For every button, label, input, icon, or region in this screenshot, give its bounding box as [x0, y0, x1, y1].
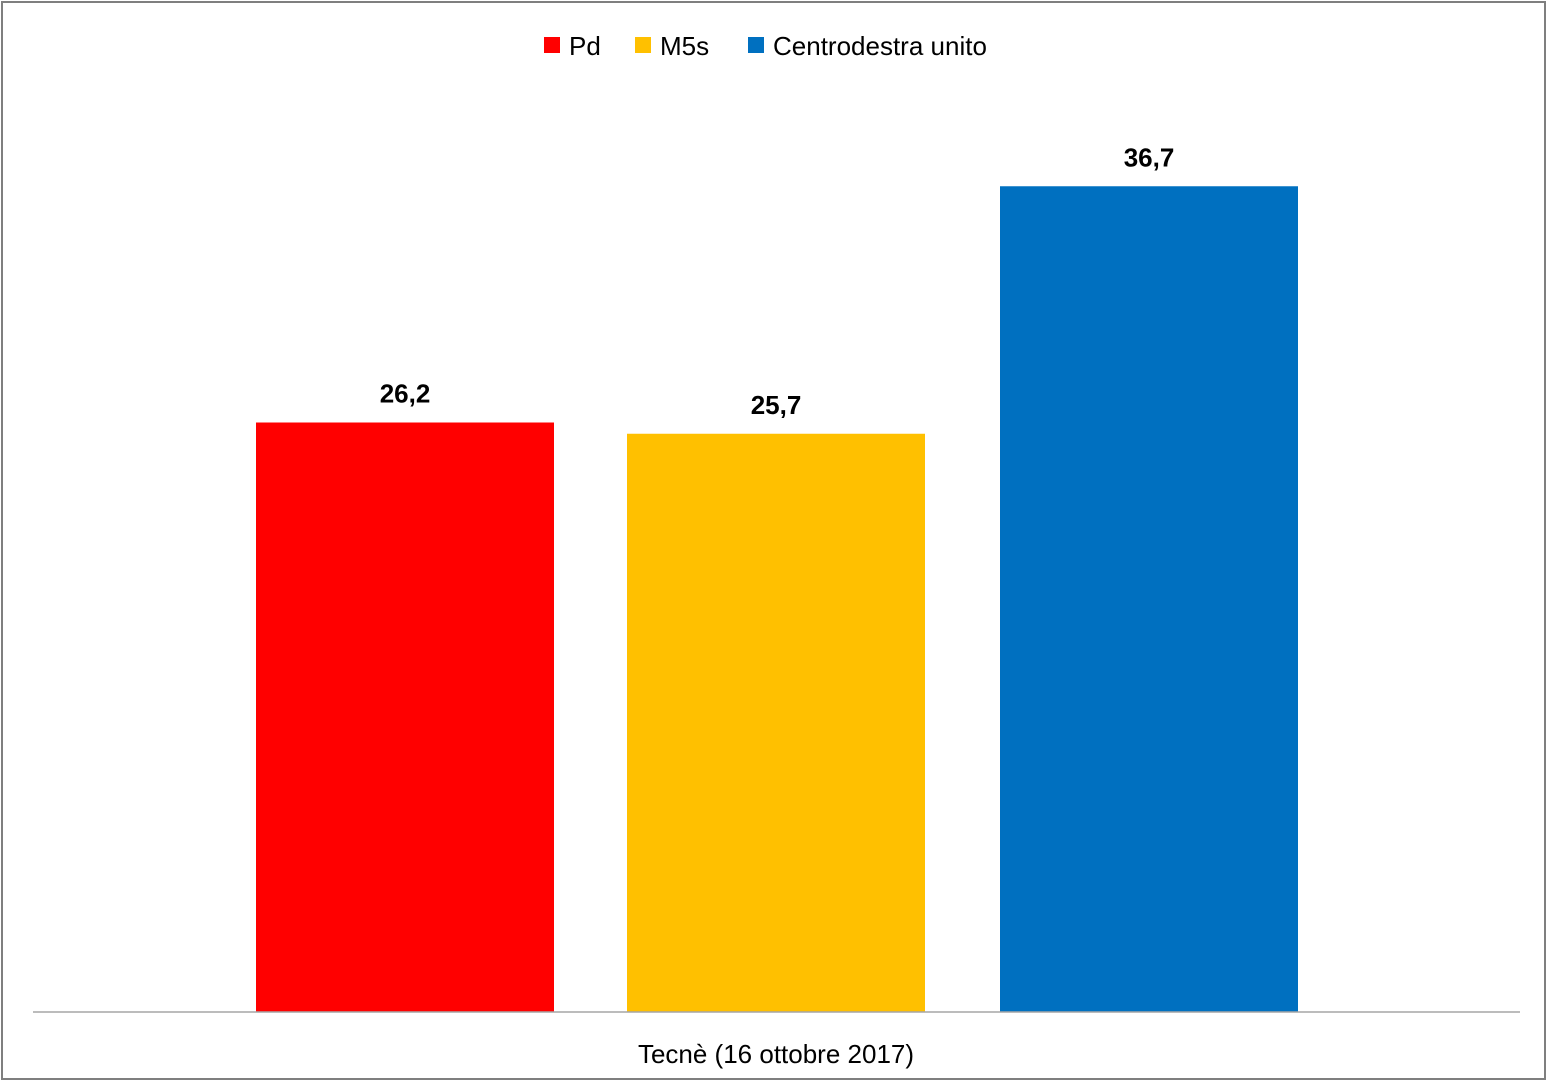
data-labels: 26,2 25,7 36,7 [380, 142, 1175, 420]
legend-label-pd: Pd [569, 31, 601, 61]
legend-swatch-centrodestra-unito [748, 37, 764, 53]
legend-label-centrodestra-unito: Centrodestra unito [773, 31, 987, 61]
data-label-pd: 26,2 [380, 379, 431, 409]
x-tick-label: Tecnè (16 ottobre 2017) [638, 1039, 914, 1069]
bar-centrodestra-unito [1000, 186, 1298, 1012]
bar-m5s [627, 433, 925, 1012]
legend-label-m5s: M5s [660, 31, 709, 61]
bar-pd [256, 422, 554, 1012]
bars [256, 186, 1298, 1012]
legend: Pd M5s Centrodestra unito [544, 31, 987, 61]
legend-swatch-pd [544, 37, 560, 53]
legend-swatch-m5s [635, 37, 651, 53]
data-label-centrodestra-unito: 36,7 [1124, 142, 1175, 172]
category-labels: Tecnè (16 ottobre 2017) [638, 1039, 914, 1069]
data-label-m5s: 25,7 [751, 390, 802, 420]
